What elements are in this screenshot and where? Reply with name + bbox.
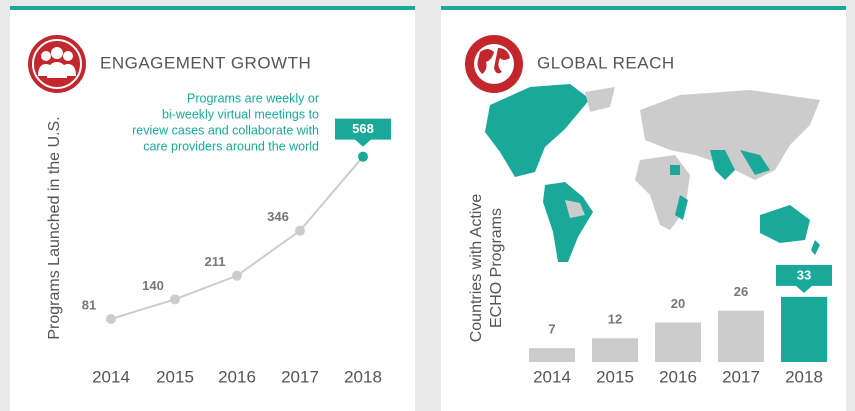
- point: [106, 314, 116, 324]
- value-label: 12: [608, 312, 622, 327]
- y-axis-label: ECHO Programs: [488, 208, 505, 328]
- callout: [776, 264, 832, 293]
- value-label: 140: [142, 278, 164, 293]
- x-tick-label: 2015: [156, 367, 194, 386]
- chart-title: ENGAGEMENT GROWTH: [100, 53, 311, 72]
- point: [232, 270, 242, 281]
- annotation: review cases and collaborate with: [132, 123, 319, 137]
- panel-accent: [10, 6, 415, 10]
- people-icon: [28, 35, 86, 93]
- x-tick-label: 2017: [281, 367, 319, 386]
- point: [170, 294, 180, 305]
- x-tick-label: 2018: [785, 367, 823, 386]
- value-label: 20: [671, 296, 685, 311]
- point: [358, 151, 368, 162]
- y-axis-label: Countries with Active: [468, 194, 485, 343]
- value-label: 26: [734, 284, 748, 299]
- value-label: 7: [548, 322, 555, 337]
- bar: [529, 348, 575, 362]
- value-label: 211: [205, 254, 226, 269]
- value-label: 81: [82, 297, 96, 312]
- x-tick-label: 2016: [218, 367, 256, 386]
- annotation: Programs are weekly or: [187, 91, 319, 105]
- point: [295, 225, 305, 236]
- bar: [592, 338, 638, 362]
- x-tick-label: 2014: [533, 367, 571, 386]
- bar: [781, 296, 827, 362]
- x-tick-label: 2015: [596, 367, 634, 386]
- world-map: [485, 84, 820, 262]
- bar: [655, 322, 701, 362]
- value-label: 33: [797, 267, 811, 282]
- callout: [335, 118, 391, 147]
- chart-title: GLOBAL REACH: [537, 53, 675, 72]
- annotation: care providers around the world: [143, 139, 319, 153]
- x-tick-label: 2018: [344, 367, 382, 386]
- x-tick-label: 2014: [92, 367, 130, 386]
- x-tick-label: 2016: [659, 367, 697, 386]
- y-axis-label: Programs Launched in the U.S.: [46, 116, 63, 339]
- panel-accent: [441, 6, 846, 10]
- annotation: bi-weekly virtual meetings to: [162, 107, 319, 121]
- value-label: 346: [267, 209, 289, 224]
- globe-icon: [465, 35, 523, 93]
- bar: [718, 310, 764, 362]
- x-tick-label: 2017: [722, 367, 760, 386]
- value-label: 568: [352, 121, 374, 136]
